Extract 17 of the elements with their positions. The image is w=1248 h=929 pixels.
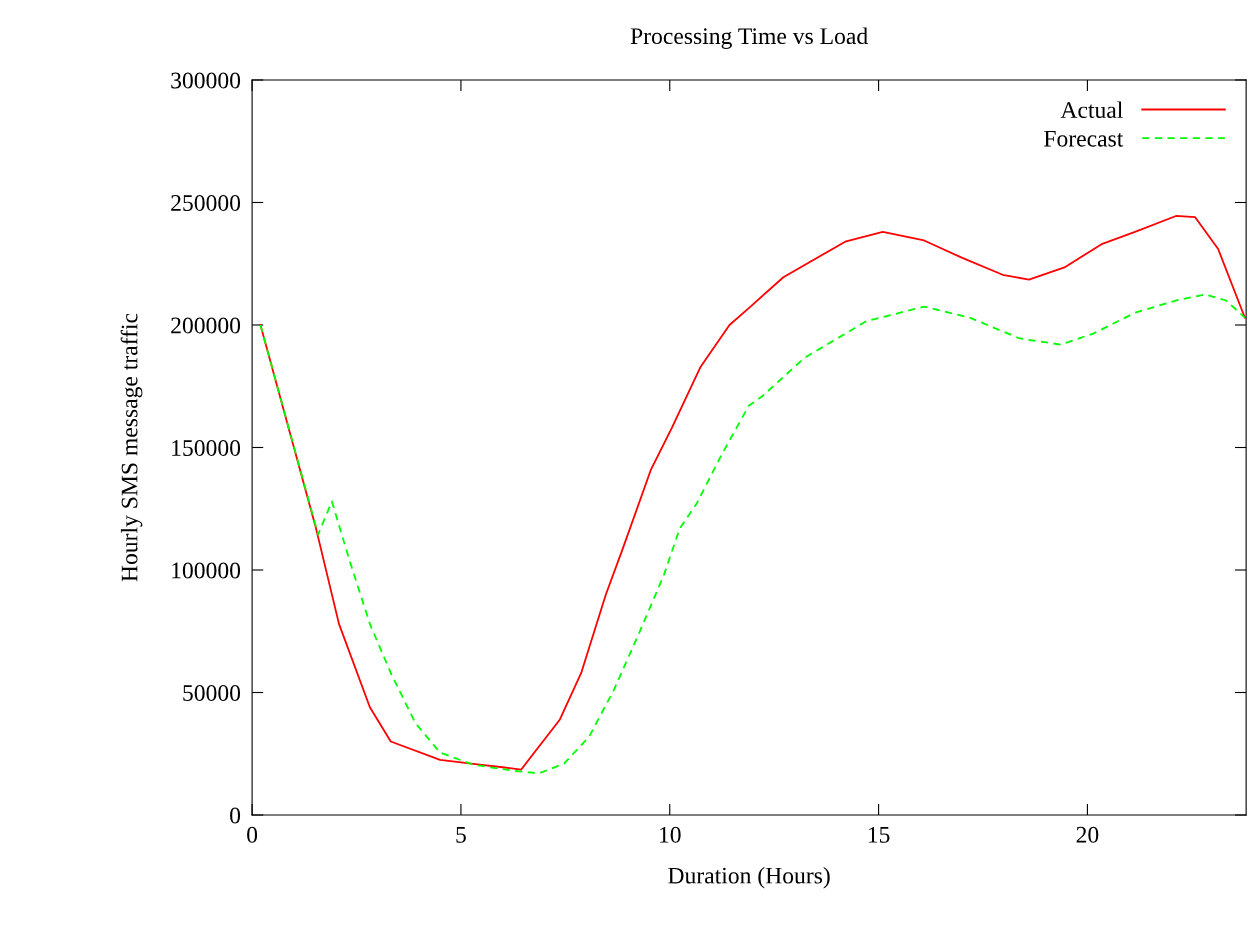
y-tick-label: 50000 [183, 685, 241, 701]
y-axis-title: Hourly SMS message traffic [120, 313, 143, 582]
x-tick-label: 5 [456, 827, 466, 843]
y-tick-label: 100000 [172, 562, 241, 579]
y-tick-label: 150000 [172, 439, 241, 456]
x-axis-title: Duration (Hours) [668, 866, 830, 889]
legend-label: Actual [1060, 101, 1123, 118]
legend-label: Forecast [1044, 130, 1124, 147]
x-tick-label: 0 [247, 826, 258, 843]
y-tick-label: 0 [230, 807, 241, 824]
x-tick-label: 20 [1076, 826, 1099, 843]
y-tick-label: 200000 [171, 317, 241, 334]
chart-title: Processing Time vs Load [630, 27, 868, 49]
x-tick-label: 10 [660, 826, 681, 843]
y-tick-label: 300000 [171, 72, 241, 89]
y-tick-label: 250000 [171, 194, 241, 211]
x-tick-label: 15 [868, 826, 890, 843]
